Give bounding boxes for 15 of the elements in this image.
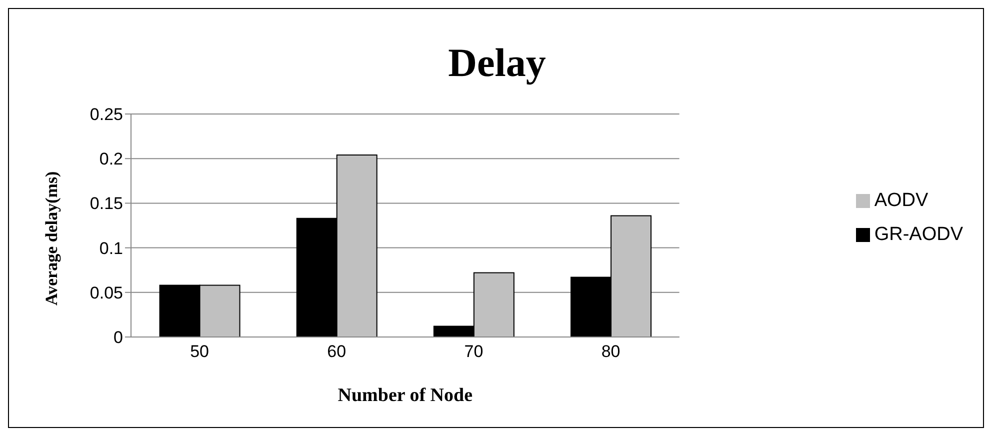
x-tick-label: 80 bbox=[601, 342, 620, 362]
x-tick-label: 50 bbox=[190, 342, 209, 362]
y-tick-label: 0.05 bbox=[90, 283, 123, 302]
x-axis-title: Number of Node bbox=[338, 385, 473, 406]
x-tick-label: 70 bbox=[464, 342, 484, 362]
chart-title: Delay bbox=[447, 39, 547, 86]
legend-label: GR-AODV bbox=[874, 224, 963, 245]
legend-label: AODV bbox=[874, 190, 928, 211]
y-tick-label: 0.25 bbox=[90, 105, 123, 124]
y-tick-label: 0.2 bbox=[99, 150, 123, 169]
y-tick-label: 0.1 bbox=[99, 238, 123, 258]
x-tick-label: 60 bbox=[327, 342, 346, 362]
y-axis-title: Average delay(ms) bbox=[42, 171, 62, 306]
y-tick-label: 0.15 bbox=[90, 194, 123, 214]
y-tick-label: 0 bbox=[114, 328, 123, 348]
